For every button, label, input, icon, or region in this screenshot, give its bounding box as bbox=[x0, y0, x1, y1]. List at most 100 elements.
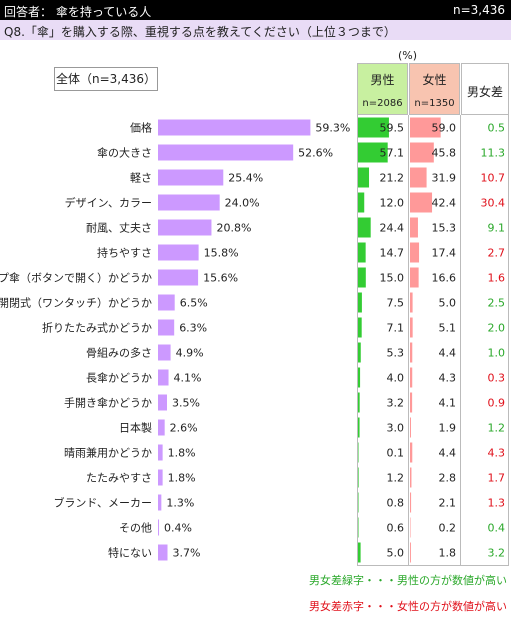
male-value-label: 15.0 bbox=[380, 272, 405, 285]
total-value-label: 25.4% bbox=[228, 172, 263, 185]
category-label: 手開き傘かどうか bbox=[64, 396, 152, 410]
total-bar bbox=[158, 144, 294, 161]
male-value-label: 14.7 bbox=[380, 247, 405, 260]
respondent-header: 回答者： 傘を持っている人 n=3,436 bbox=[0, 0, 511, 20]
total-bar bbox=[158, 194, 220, 211]
female-value-label: 1.8 bbox=[439, 547, 457, 560]
diff-value-label: 0.5 bbox=[488, 122, 506, 135]
category-label: 特にない bbox=[108, 546, 152, 560]
diff-value-label: 11.3 bbox=[481, 147, 506, 160]
total-bar bbox=[158, 169, 224, 186]
total-value-label: 24.0% bbox=[225, 197, 260, 210]
male-value-label: 5.3 bbox=[387, 347, 405, 360]
male-value-label: 0.8 bbox=[387, 497, 405, 510]
male-value-label: 21.2 bbox=[380, 172, 405, 185]
female-value-label: 5.1 bbox=[439, 322, 457, 335]
female-bar bbox=[410, 117, 441, 138]
category-label: 耐風、丈夫さ bbox=[86, 222, 152, 235]
male-bar bbox=[358, 267, 366, 288]
male-bar bbox=[358, 167, 370, 188]
female-value-label: 5.0 bbox=[439, 297, 457, 310]
diff-value-label: 1.6 bbox=[488, 272, 506, 285]
total-bar bbox=[158, 544, 168, 561]
male-column-header: 男性 n=2086 bbox=[357, 63, 408, 115]
diff-value-label: 9.1 bbox=[488, 222, 506, 235]
category-label: その他 bbox=[119, 522, 152, 535]
female-value-label: 15.3 bbox=[432, 222, 457, 235]
male-bar bbox=[358, 492, 359, 513]
female-bar bbox=[410, 342, 413, 363]
male-bar bbox=[358, 292, 362, 313]
female-value-label: 1.9 bbox=[439, 422, 457, 435]
diff-value-label: 2.7 bbox=[488, 247, 506, 260]
female-value-label: 4.1 bbox=[439, 397, 457, 410]
gender-table bbox=[357, 115, 509, 566]
male-value-label: 24.4 bbox=[380, 222, 405, 235]
diff-value-label: 0.3 bbox=[488, 372, 506, 385]
male-bar bbox=[358, 117, 389, 138]
total-bar bbox=[158, 369, 169, 386]
legend-red-note: 男女差赤字・・・女性の方が数値が高い bbox=[309, 600, 507, 613]
female-bar bbox=[410, 517, 411, 538]
male-bar bbox=[358, 317, 362, 338]
diff-column-header: 男女差 bbox=[461, 63, 509, 115]
category-label: 晴雨兼用かどうか bbox=[64, 447, 152, 460]
female-value-label: 0.2 bbox=[439, 522, 457, 535]
total-value-label: 15.6% bbox=[203, 272, 238, 285]
table-line bbox=[508, 115, 509, 565]
total-value-label: 52.6% bbox=[298, 147, 333, 160]
male-bar bbox=[358, 467, 359, 488]
total-value-label: 15.8% bbox=[204, 247, 239, 260]
legend-green-note: 男女差緑字・・・男性の方が数値が高い bbox=[309, 574, 507, 587]
female-value-label: 4.4 bbox=[439, 447, 457, 460]
male-bar bbox=[358, 442, 359, 463]
total-bar bbox=[158, 394, 167, 411]
female-value-label: 59.0 bbox=[432, 122, 457, 135]
total-count: n=3,436 bbox=[452, 3, 505, 17]
female-value-label: 45.8 bbox=[432, 147, 457, 160]
male-value-label: 4.0 bbox=[387, 372, 405, 385]
total-bar bbox=[158, 119, 311, 136]
female-value-label: 16.6 bbox=[432, 272, 457, 285]
female-value-label: 31.9 bbox=[432, 172, 457, 185]
total-bar bbox=[158, 219, 212, 236]
male-bar bbox=[358, 217, 371, 238]
category-label: 自動開閉式（ワンタッチ）かどうか bbox=[0, 296, 152, 310]
category-label: 折りたたみ式かどうか bbox=[42, 321, 152, 335]
category-label: 軽さ bbox=[130, 172, 152, 185]
diff-header-label: 男女差 bbox=[466, 85, 503, 99]
diff-value-label: 1.3 bbox=[488, 497, 506, 510]
table-line bbox=[357, 115, 358, 565]
total-bar bbox=[158, 494, 162, 511]
diff-value-label: 0.4 bbox=[488, 522, 506, 535]
category-label: 持ちやすさ bbox=[97, 246, 152, 260]
diff-value-label: 10.7 bbox=[481, 172, 506, 185]
male-bar bbox=[358, 542, 361, 563]
male-bar bbox=[358, 142, 388, 163]
female-value-label: 2.8 bbox=[439, 472, 457, 485]
unit-label: (%) bbox=[398, 49, 418, 62]
female-value-label: 17.4 bbox=[432, 247, 457, 260]
total-bar bbox=[158, 244, 199, 261]
female-bar bbox=[410, 142, 434, 163]
diff-value-label: 30.4 bbox=[481, 197, 506, 210]
total-bar bbox=[158, 344, 171, 361]
total-value-label: 6.3% bbox=[179, 322, 207, 335]
male-bar bbox=[358, 342, 361, 363]
category-label: たたみやすさ bbox=[86, 472, 152, 485]
total-bar bbox=[158, 419, 165, 436]
female-bar bbox=[410, 167, 427, 188]
female-column-header: 女性 n=1350 bbox=[409, 63, 460, 115]
diff-value-label: 1.0 bbox=[488, 347, 506, 360]
diff-value-label: 0.9 bbox=[488, 397, 506, 410]
total-value-label: 1.8% bbox=[168, 472, 196, 485]
female-value-label: 4.3 bbox=[439, 372, 457, 385]
female-value-label: 4.4 bbox=[439, 347, 457, 360]
male-bar bbox=[358, 192, 365, 213]
male-value-label: 1.2 bbox=[387, 472, 405, 485]
diff-value-label: 4.3 bbox=[488, 447, 506, 460]
male-value-label: 12.0 bbox=[380, 197, 405, 210]
total-value-label: 4.1% bbox=[174, 372, 202, 385]
male-header-n: n=2086 bbox=[362, 98, 403, 109]
category-label: 日本製 bbox=[119, 421, 152, 435]
